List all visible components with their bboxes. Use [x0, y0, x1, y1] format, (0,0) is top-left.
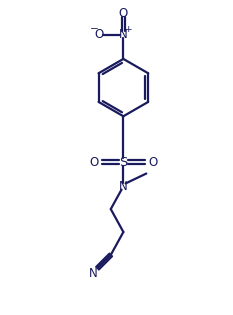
- Text: N: N: [119, 28, 128, 41]
- Text: N: N: [119, 180, 128, 193]
- Text: O: O: [95, 28, 104, 41]
- Text: O: O: [149, 156, 158, 169]
- Text: N: N: [89, 267, 98, 280]
- Text: O: O: [89, 156, 98, 169]
- Text: +: +: [124, 25, 132, 34]
- Text: O: O: [119, 7, 128, 20]
- Text: −: −: [90, 24, 99, 34]
- Text: S: S: [119, 156, 127, 169]
